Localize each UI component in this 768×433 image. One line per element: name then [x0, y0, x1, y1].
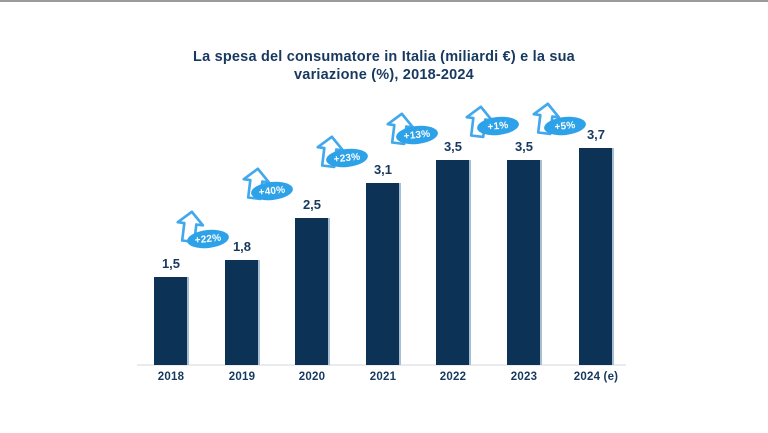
growth-percentage-label: +5% — [554, 119, 576, 133]
bar-2021 — [365, 183, 401, 365]
x-axis-label: 2019 — [228, 371, 256, 383]
bar-value-label: 3,1 — [373, 162, 393, 177]
chart-title-line-1: La spesa del consumatore in Italia (mili… — [193, 49, 575, 65]
window-top-border — [0, 0, 768, 2]
bar-value-label: 3,5 — [443, 139, 463, 154]
x-axis-line — [137, 364, 626, 366]
bar-2020 — [294, 218, 330, 365]
bar-2024e — [578, 148, 614, 365]
growth-percentage-label: +40% — [258, 184, 286, 198]
chart-title: La spesa del consumatore in Italia (mili… — [0, 48, 768, 84]
bar-2019 — [224, 260, 260, 365]
bar-2022 — [435, 160, 471, 365]
x-axis-label: 2020 — [298, 371, 326, 383]
chart-title-line-2: variazione (%), 2018-2024 — [294, 67, 474, 83]
growth-percentage-label: +23% — [333, 151, 361, 165]
x-axis-label: 2018 — [157, 371, 185, 383]
x-axis-label: 2021 — [369, 371, 397, 383]
x-axis-label: 2024 (e) — [573, 371, 619, 383]
bar-2023 — [506, 160, 542, 365]
bar-value-label: 3,7 — [586, 127, 606, 142]
x-axis-label: 2023 — [510, 371, 538, 383]
growth-percentage-label: +22% — [194, 232, 222, 246]
x-axis-label: 2022 — [439, 371, 467, 383]
bar-value-label: 2,5 — [302, 197, 322, 212]
bar-2018 — [153, 277, 189, 365]
bar-value-label: 1,8 — [232, 239, 252, 254]
bar-value-label: 1,5 — [161, 256, 181, 271]
growth-percentage-label: +13% — [403, 128, 431, 142]
growth-percentage-label: +1% — [487, 119, 509, 133]
bar-value-label: 3,5 — [514, 139, 534, 154]
